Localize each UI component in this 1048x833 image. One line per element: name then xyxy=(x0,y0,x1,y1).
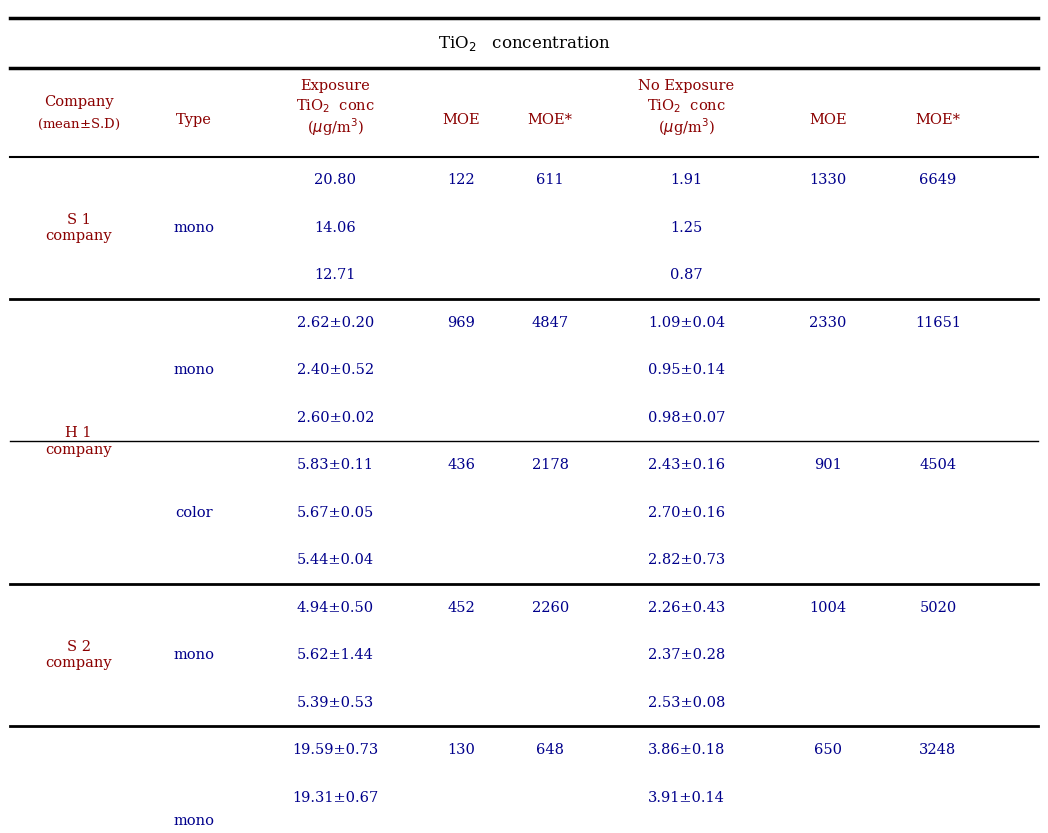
Text: 2.43±0.16: 2.43±0.16 xyxy=(648,458,725,472)
Text: MOE*: MOE* xyxy=(916,113,960,127)
Text: 2.40±0.52: 2.40±0.52 xyxy=(297,363,374,377)
Text: 5.62±1.44: 5.62±1.44 xyxy=(297,648,374,662)
Text: 1.25: 1.25 xyxy=(671,221,702,235)
Text: 2.70±0.16: 2.70±0.16 xyxy=(648,506,725,520)
Text: TiO$_2$   concentration: TiO$_2$ concentration xyxy=(438,34,610,52)
Text: 5.83±0.11: 5.83±0.11 xyxy=(297,458,374,472)
Text: 20.80: 20.80 xyxy=(314,173,356,187)
Text: mono: mono xyxy=(173,648,215,662)
Text: Company: Company xyxy=(44,96,113,109)
Text: 2.37±0.28: 2.37±0.28 xyxy=(648,648,725,662)
Text: 6649: 6649 xyxy=(919,173,957,187)
Text: 436: 436 xyxy=(447,458,475,472)
Text: 130: 130 xyxy=(447,743,475,757)
Text: 0.87: 0.87 xyxy=(670,268,703,282)
Text: 3.91±0.14: 3.91±0.14 xyxy=(648,791,725,805)
Text: ($\mu$g/m$^3$): ($\mu$g/m$^3$) xyxy=(658,117,715,138)
Text: 2.26±0.43: 2.26±0.43 xyxy=(648,601,725,615)
Text: MOE: MOE xyxy=(809,113,847,127)
Text: (mean$\pm$S.D): (mean$\pm$S.D) xyxy=(37,117,121,132)
Text: 4.94±0.50: 4.94±0.50 xyxy=(297,601,374,615)
Text: Exposure: Exposure xyxy=(301,79,370,92)
Text: 122: 122 xyxy=(447,173,475,187)
Text: 2178: 2178 xyxy=(531,458,569,472)
Text: Type: Type xyxy=(176,113,212,127)
Text: 5.44±0.04: 5.44±0.04 xyxy=(297,553,374,567)
Text: 901: 901 xyxy=(814,458,842,472)
Text: 5.39±0.53: 5.39±0.53 xyxy=(297,696,374,710)
Text: 452: 452 xyxy=(447,601,475,615)
Text: MOE: MOE xyxy=(442,113,480,127)
Text: 0.98±0.07: 0.98±0.07 xyxy=(648,411,725,425)
Text: mono: mono xyxy=(173,815,215,828)
Text: 648: 648 xyxy=(537,743,564,757)
Text: 650: 650 xyxy=(814,743,842,757)
Text: 11651: 11651 xyxy=(915,316,961,330)
Text: No Exposure: No Exposure xyxy=(638,79,735,92)
Text: 5020: 5020 xyxy=(919,601,957,615)
Text: 12.71: 12.71 xyxy=(314,268,356,282)
Text: 3.86±0.18: 3.86±0.18 xyxy=(648,743,725,757)
Text: mono: mono xyxy=(173,221,215,235)
Text: TiO$_2$  conc: TiO$_2$ conc xyxy=(296,97,375,116)
Text: 2.53±0.08: 2.53±0.08 xyxy=(648,696,725,710)
Text: 1330: 1330 xyxy=(809,173,847,187)
Text: 19.31±0.67: 19.31±0.67 xyxy=(292,791,378,805)
Text: 4504: 4504 xyxy=(919,458,957,472)
Text: S 2
company: S 2 company xyxy=(45,640,112,671)
Text: 19.59±0.73: 19.59±0.73 xyxy=(292,743,378,757)
Text: MOE*: MOE* xyxy=(528,113,572,127)
Text: 1.91: 1.91 xyxy=(671,173,702,187)
Text: 1.09±0.04: 1.09±0.04 xyxy=(648,316,725,330)
Text: H 1
company: H 1 company xyxy=(45,426,112,456)
Text: 611: 611 xyxy=(537,173,564,187)
Text: 2.60±0.02: 2.60±0.02 xyxy=(297,411,374,425)
Text: mono: mono xyxy=(173,363,215,377)
Text: 2330: 2330 xyxy=(809,316,847,330)
Text: 3248: 3248 xyxy=(919,743,957,757)
Text: 2260: 2260 xyxy=(531,601,569,615)
Text: 969: 969 xyxy=(447,316,475,330)
Text: 2.82±0.73: 2.82±0.73 xyxy=(648,553,725,567)
Text: 4847: 4847 xyxy=(531,316,569,330)
Text: color: color xyxy=(175,506,213,520)
Text: 0.95±0.14: 0.95±0.14 xyxy=(648,363,725,377)
Text: ($\mu$g/m$^3$): ($\mu$g/m$^3$) xyxy=(307,117,364,138)
Text: S 1
company: S 1 company xyxy=(45,212,112,243)
Text: 14.06: 14.06 xyxy=(314,221,356,235)
Text: 1004: 1004 xyxy=(809,601,847,615)
Text: TiO$_2$  conc: TiO$_2$ conc xyxy=(647,97,726,116)
Text: 2.62±0.20: 2.62±0.20 xyxy=(297,316,374,330)
Text: 5.67±0.05: 5.67±0.05 xyxy=(297,506,374,520)
